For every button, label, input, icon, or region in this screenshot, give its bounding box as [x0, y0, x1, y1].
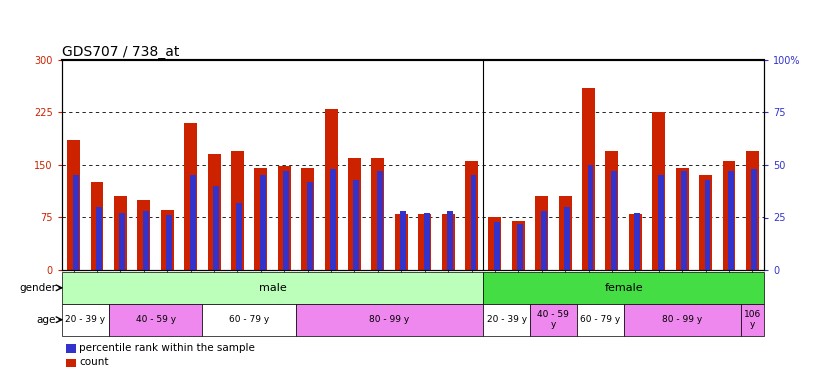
Bar	[442, 214, 454, 270]
Bar	[723, 162, 735, 270]
Bar	[582, 88, 595, 270]
Bar	[301, 168, 314, 270]
Bar	[278, 166, 291, 270]
Bar	[377, 171, 382, 270]
Bar	[137, 200, 150, 270]
Bar	[752, 169, 757, 270]
Bar	[184, 123, 197, 270]
Bar	[91, 183, 103, 270]
Bar	[202, 304, 296, 336]
Bar	[96, 207, 102, 270]
Bar	[587, 165, 593, 270]
Bar	[372, 158, 384, 270]
Text: 80 - 99 y: 80 - 99 y	[662, 315, 702, 324]
Text: 80 - 99 y: 80 - 99 y	[369, 315, 410, 324]
Bar	[634, 213, 640, 270]
Text: percentile rank within the sample: percentile rank within the sample	[79, 343, 255, 353]
Bar	[699, 176, 712, 270]
Bar	[254, 168, 268, 270]
Bar	[705, 180, 710, 270]
Bar	[296, 304, 483, 336]
Bar	[260, 176, 266, 270]
Bar	[330, 169, 336, 270]
Bar	[530, 304, 577, 336]
Text: count: count	[79, 357, 109, 368]
Bar	[325, 109, 338, 270]
Bar	[348, 158, 361, 270]
Bar	[207, 154, 221, 270]
Bar	[564, 207, 570, 270]
Bar	[73, 176, 78, 270]
Text: GDS707 / 738_at: GDS707 / 738_at	[62, 45, 179, 59]
Bar	[66, 344, 76, 352]
Bar	[512, 221, 525, 270]
Bar	[465, 162, 478, 270]
Bar	[231, 151, 244, 270]
Bar	[657, 176, 663, 270]
Bar	[624, 304, 741, 336]
Bar	[558, 196, 572, 270]
Bar	[418, 214, 431, 270]
Bar	[447, 211, 453, 270]
Text: 60 - 79 y: 60 - 79 y	[229, 315, 269, 324]
Bar	[401, 211, 406, 270]
Bar	[494, 222, 500, 270]
Text: 20 - 39 y: 20 - 39 y	[487, 315, 527, 324]
Bar	[114, 196, 127, 270]
Text: 40 - 59 y: 40 - 59 y	[135, 315, 176, 324]
Text: 40 - 59
y: 40 - 59 y	[538, 310, 569, 329]
Text: gender: gender	[19, 283, 56, 293]
Text: male: male	[259, 283, 287, 293]
Bar	[535, 196, 548, 270]
Text: 20 - 39 y: 20 - 39 y	[65, 315, 106, 324]
Bar	[62, 272, 483, 304]
Bar	[395, 214, 408, 270]
Bar	[236, 203, 242, 270]
Bar	[746, 151, 759, 270]
Bar	[306, 182, 312, 270]
Bar	[653, 112, 665, 270]
Bar	[67, 141, 80, 270]
Bar	[424, 213, 430, 270]
Text: 106
y: 106 y	[743, 310, 761, 329]
Bar	[605, 151, 619, 270]
Bar	[143, 211, 149, 270]
Bar	[483, 304, 530, 336]
Text: 60 - 79 y: 60 - 79 y	[580, 315, 620, 324]
Bar	[629, 214, 642, 270]
Bar	[728, 171, 733, 270]
Bar	[471, 176, 477, 270]
Bar	[66, 358, 76, 367]
Bar	[161, 210, 173, 270]
Bar	[541, 211, 547, 270]
Bar	[488, 217, 501, 270]
Bar	[213, 186, 219, 270]
Bar	[611, 171, 617, 270]
Bar	[283, 171, 289, 270]
Bar	[190, 176, 196, 270]
Bar	[577, 304, 624, 336]
Bar	[681, 171, 687, 270]
Bar	[166, 215, 172, 270]
Bar	[120, 213, 126, 270]
Bar	[109, 304, 202, 336]
Bar	[354, 180, 359, 270]
Bar	[741, 304, 764, 336]
Bar	[676, 168, 689, 270]
Text: age: age	[37, 315, 56, 325]
Bar	[517, 224, 523, 270]
Bar	[483, 272, 764, 304]
Bar	[62, 304, 109, 336]
Text: female: female	[605, 283, 643, 293]
